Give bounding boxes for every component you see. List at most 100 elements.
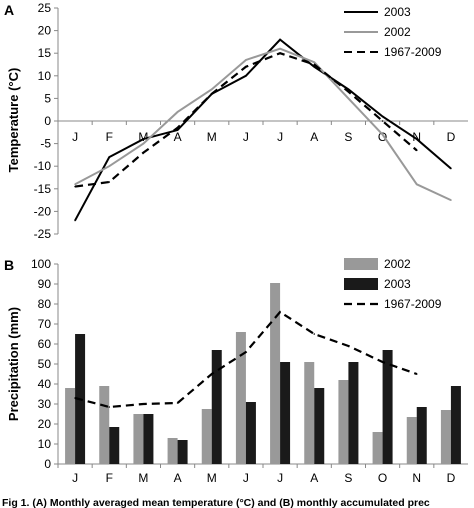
panel-b-bar-2003 (450, 386, 461, 464)
panel-b-point (245, 351, 247, 353)
panel-a-point (74, 185, 76, 188)
panel-a-xtick-label: M (207, 130, 217, 144)
panel-a-point (245, 75, 247, 77)
panel-a-point (74, 183, 76, 186)
panel-b-point (142, 403, 145, 405)
panel-a-point (313, 63, 316, 66)
panel-b-ytick-label: 40 (38, 377, 52, 391)
panel-b-legend: 2002 2003 1967-2009 (344, 257, 442, 311)
panel-b-xtick-label: J (72, 471, 78, 485)
panel-b-ytick-label: 100 (31, 257, 51, 271)
panel-b-ytick-label: 30 (38, 397, 52, 411)
panel-b-legend-label: 2002 (384, 257, 411, 271)
panel-b-bar-2002 (406, 417, 417, 464)
panel-b-xtick-label: D (447, 471, 456, 485)
panel-b-ticks: 0 10 20 30 40 50 60 70 80 90 100 J F M A M J J A S O N D (31, 257, 456, 485)
panel-a-ytick-label: 25 (38, 1, 52, 15)
panel-a-legend: 2003 2002 1967-2009 (344, 5, 442, 59)
panel-b-xtick-label: A (310, 471, 318, 485)
panel-b-series-line (74, 310, 418, 409)
panel-a-ytick-label: 20 (38, 24, 52, 38)
panel-b-bar-2002 (65, 388, 76, 464)
panel-a-label: A (4, 2, 14, 18)
panel-b-ytick-label: 70 (38, 317, 52, 331)
panel-a-point (245, 59, 247, 61)
panel-a-point (176, 111, 179, 113)
panel-b-bar-2002 (372, 432, 383, 464)
panel-b-bar-2003 (245, 402, 256, 464)
panel-a-point (381, 133, 384, 136)
panel-a-legend-label: 2002 (384, 25, 411, 39)
panel-b-bar-2003 (348, 362, 359, 464)
panel-b-bar-2002 (133, 414, 144, 464)
panel-a-point (108, 156, 111, 158)
panel-a-ytick-label: -20 (34, 204, 52, 218)
panel-b-bar-2002 (338, 380, 349, 464)
panel-b-ytick-label: 60 (38, 337, 52, 351)
panel-b-axes (57, 264, 468, 465)
panel-a-ticks: -25 -20 -15 -10 -5 0 5 10 15 20 25 J F M A M J J A S O N D (34, 1, 456, 241)
panel-a-legend-label: 1967-2009 (384, 45, 442, 59)
panel-a-ytick-label: -5 (40, 137, 51, 151)
panel-b-ytick-label: 90 (38, 277, 52, 291)
panel-a-xtick-label: A (174, 130, 182, 144)
panel-b-point (74, 397, 76, 399)
panel-a-ytick-label: 10 (38, 69, 52, 83)
panel-b-xtick-label: J (277, 471, 283, 485)
panel-b-bar-2003 (314, 388, 325, 464)
panel-b-xtick-label: N (412, 471, 421, 485)
panel-b-point (108, 406, 111, 408)
panel-b-legend-label: 1967-2009 (384, 297, 442, 311)
panel-b-ytick-label: 50 (38, 357, 52, 371)
panel-a-point (210, 88, 213, 91)
figure-caption: Fig 1. (A) Monthly averaged mean tempera… (2, 497, 430, 508)
panel-a-point (381, 120, 384, 122)
panel-b-bar-2002 (167, 438, 178, 464)
panel-a-point (279, 47, 281, 50)
panel-b-point (381, 361, 384, 363)
panel-a-xtick-label: F (106, 130, 113, 144)
panel-b-bar-2003 (109, 427, 120, 464)
panel-b-ytick-label: 80 (38, 297, 52, 311)
panel-b-bar-2003 (382, 350, 393, 464)
panel-b-bar-2002 (270, 283, 281, 464)
panel-b-xtick-label: A (174, 471, 182, 485)
panel-b-bar-2002 (235, 332, 246, 464)
panel-b-bar-2002 (99, 386, 110, 464)
panel-b-bar-2003 (280, 362, 291, 464)
panel-b-label: B (4, 257, 14, 273)
panel-b-xtick-label: M (207, 471, 217, 485)
panel-a-point (313, 65, 316, 68)
panel-a-point (142, 142, 145, 145)
panel-b-xtick-label: S (344, 471, 352, 485)
panel-b-xtick-label: F (106, 471, 113, 485)
panel-a-point (415, 138, 418, 140)
panel-b-bar-2002 (201, 409, 212, 464)
panel-a-series (74, 38, 452, 222)
panel-b-xtick-label: O (378, 471, 387, 485)
panel-a-point (176, 126, 179, 129)
panel-a-point (210, 93, 213, 95)
panel-b-legend-swatch (344, 278, 378, 290)
panel-b-xtick-label: M (138, 471, 148, 485)
panel-a-point (108, 181, 111, 183)
panel-a-point (245, 65, 247, 68)
panel-a-point (108, 165, 111, 167)
panel-a-xtick-label: S (344, 130, 352, 144)
panel-b-bar-2003 (211, 350, 222, 464)
panel-a-point (347, 88, 350, 91)
panel-b-bar-2003 (143, 414, 154, 464)
panel-a-series-line-1967-2009 (74, 52, 418, 188)
panel-b-point (313, 333, 316, 335)
panel-a-point (176, 129, 179, 131)
panel-a-series-line-2002 (74, 47, 452, 202)
panel-a-point (74, 219, 76, 222)
panel-a-point (450, 167, 452, 170)
panel-a-point (279, 38, 281, 41)
panel-b-legend-swatch (344, 258, 378, 270)
panel-b-point (279, 311, 281, 313)
panel-b-ytick-label: 0 (44, 457, 51, 471)
panel-b-legend-label: 2003 (384, 277, 411, 291)
panel-a-point (142, 138, 145, 140)
panel-b-point (210, 373, 213, 375)
